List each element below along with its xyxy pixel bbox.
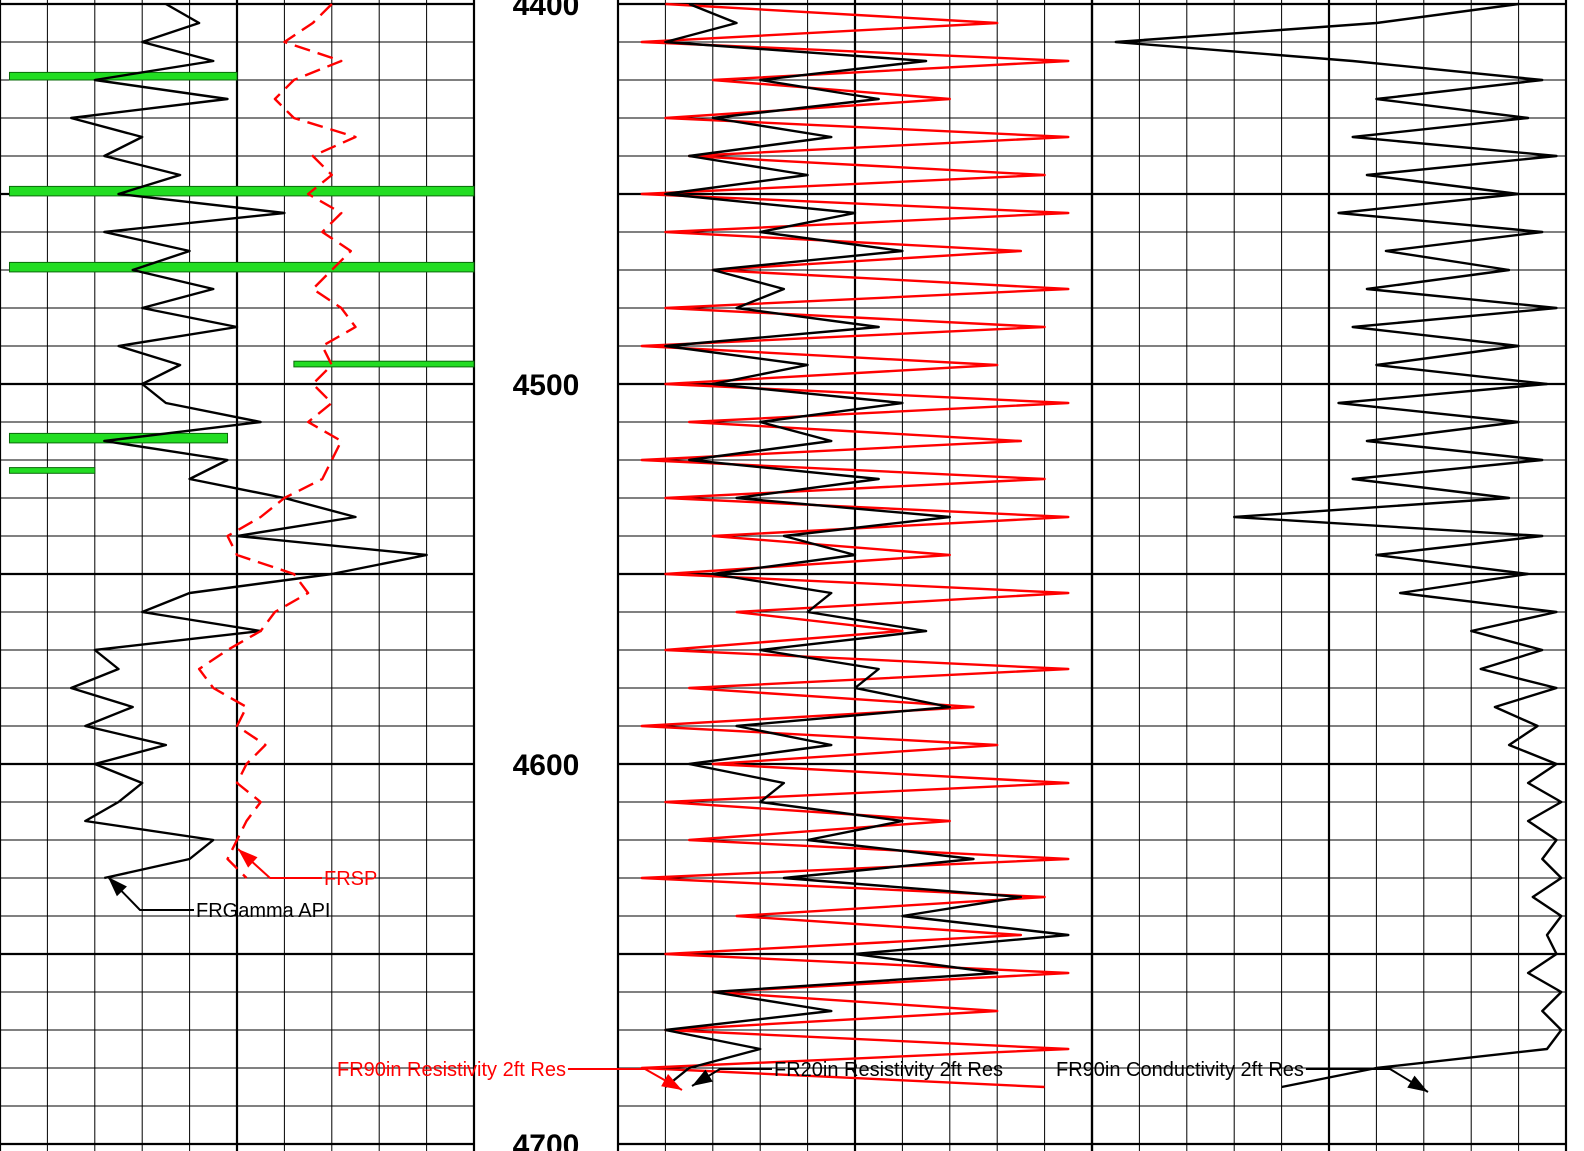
curve-layer <box>69 2 1563 1089</box>
sand-shading <box>8 261 475 273</box>
curve-label: FR20in Resistivity 2ft Res <box>774 1059 1003 1081</box>
depth-tick-label: 4700 <box>513 1129 580 1151</box>
curve-label: FRSP <box>324 868 377 890</box>
curve-fr20in-resistivity-2ft-res <box>664 2 1070 1088</box>
arrow-head <box>238 849 258 868</box>
depth-axis: 4400 4500 4600 4700 <box>513 0 580 1151</box>
curve-fr90in-conductivity-2ft-res <box>1114 2 1563 1089</box>
depth-tick-label: 4400 <box>513 0 580 22</box>
depth-tick-label: 4600 <box>513 749 580 782</box>
curve-label: FR90in Resistivity 2ft Res <box>337 1059 566 1081</box>
arrow-head <box>108 877 127 897</box>
arrow-head <box>692 1069 713 1086</box>
sand-shading <box>8 185 475 197</box>
curve-frsp <box>197 3 357 879</box>
arrow-head <box>1407 1075 1428 1092</box>
curve-label: FRGamma API <box>196 900 330 922</box>
sand-shading <box>293 360 475 368</box>
curve-label-layer: FRGamma API FRSP FR90in Resistivity 2ft Re… <box>107 848 1429 1093</box>
sand-shading <box>8 467 96 474</box>
curve-fr90in-resistivity-2ft-res <box>640 2 1070 1089</box>
curve-label: FR90in Conductivity 2ft Res <box>1056 1059 1304 1081</box>
arrow-head <box>661 1074 682 1090</box>
depth-tick-label: 4500 <box>513 369 580 402</box>
